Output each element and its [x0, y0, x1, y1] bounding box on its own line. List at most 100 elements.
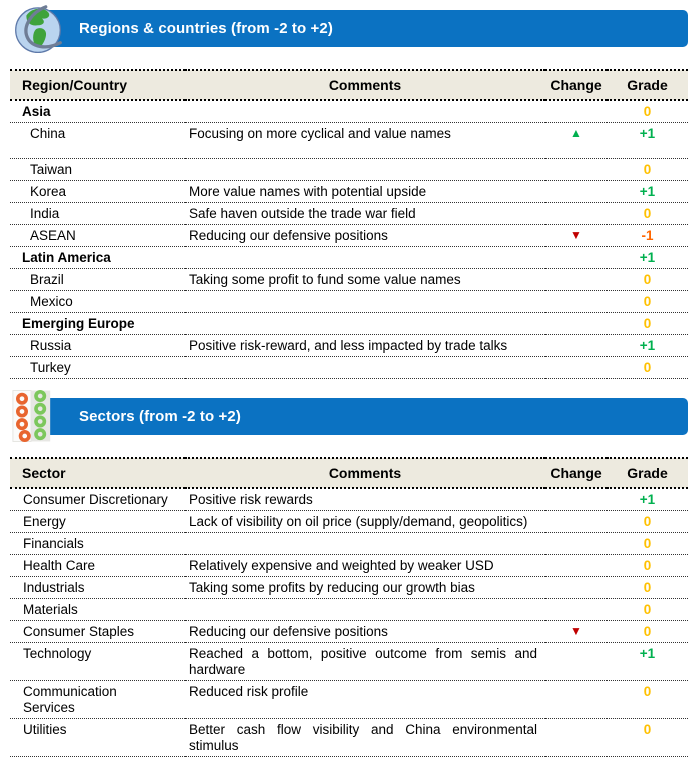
row-change: [545, 488, 607, 511]
row-change: [545, 577, 607, 599]
row-comment: Safe haven outside the trade war field: [189, 206, 416, 221]
row-grade: 0: [643, 602, 652, 617]
row-comment: Taking some profits by reducing our grow…: [189, 580, 475, 595]
row-comment: Better cash flow visibility and China en…: [189, 722, 537, 753]
row-comment: [185, 100, 545, 123]
row-name: Financials: [23, 536, 84, 551]
row-grade: 0: [643, 294, 652, 309]
column-header-comments: Comments: [328, 77, 402, 93]
table-row: Taiwan 0: [10, 159, 688, 181]
row-grade: 0: [643, 162, 652, 177]
row-name: Turkey: [30, 360, 71, 375]
row-name: Technology: [23, 646, 92, 661]
row-comment: Focusing on more cyclical and value name…: [189, 126, 451, 141]
row-change: [545, 247, 607, 269]
table-row: Korea More value names with potential ups…: [10, 181, 688, 203]
row-name: Taiwan: [30, 162, 73, 177]
table-row: Consumer Staples Reducing our defensive p…: [10, 621, 688, 643]
table-row: Communication Services Reduced risk profi…: [10, 681, 688, 719]
row-grade: 0: [643, 514, 652, 529]
table-row: Turkey 0: [10, 357, 688, 379]
sectors-section: Sectors (from -2 to +2): [0, 390, 695, 757]
row-name: Communication Services: [23, 684, 117, 715]
table-row: Mexico 0: [10, 291, 688, 313]
row-comment: Positive risk rewards: [189, 492, 313, 507]
down-triangle-icon: ▼: [570, 624, 582, 638]
dots-icon: [12, 389, 52, 446]
row-grade: +1: [639, 338, 656, 353]
row-name: Consumer Staples: [23, 624, 135, 639]
row-comment: [185, 357, 545, 379]
table-row: Financials 0: [10, 533, 688, 555]
regions-banner-wrap: Regions & countries (from -2 to +2): [10, 5, 688, 54]
row-grade: 0: [643, 624, 652, 639]
row-change: [545, 313, 607, 335]
row-comment: Positive risk-reward, and less impacted …: [189, 338, 508, 353]
row-name: Utilities: [23, 722, 67, 737]
table-header-row: Region/Country Comments Change Grade: [10, 70, 688, 100]
row-comment: Reducing our defensive positions: [189, 228, 388, 243]
table-row: Latin America +1: [10, 247, 688, 269]
column-header-region-country: Region/Country: [22, 77, 127, 93]
row-name: Emerging Europe: [22, 316, 135, 331]
row-grade: 0: [643, 104, 652, 119]
table-row: Technology Reached a bottom, positive out…: [10, 643, 688, 681]
row-comment: [185, 247, 545, 269]
table-row: Industrials Taking some profits by reduci…: [10, 577, 688, 599]
row-name: ASEAN: [30, 228, 76, 243]
row-comment: [185, 313, 545, 335]
row-grade: 0: [643, 272, 652, 287]
row-grade: 0: [643, 206, 652, 221]
table-row: Energy Lack of visibility on oil price (s…: [10, 511, 688, 533]
row-change: [545, 643, 607, 681]
regions-banner: Regions & countries (from -2 to +2): [23, 10, 688, 47]
row-change: [545, 269, 607, 291]
row-grade: 0: [643, 558, 652, 573]
row-name: Industrials: [23, 580, 85, 595]
row-grade: 0: [643, 722, 652, 737]
column-header-comments: Comments: [328, 465, 402, 481]
row-name: Mexico: [30, 294, 73, 309]
row-name: India: [30, 206, 60, 221]
row-name: Latin America: [22, 250, 111, 265]
row-name: Russia: [30, 338, 72, 353]
regions-table: Region/Country Comments Change Grade Asi…: [10, 69, 688, 379]
row-grade: 0: [643, 536, 652, 551]
row-name: China: [30, 126, 66, 141]
sectors-banner-wrap: Sectors (from -2 to +2): [10, 390, 688, 443]
row-grade: 0: [643, 684, 652, 699]
row-grade: +1: [639, 250, 656, 265]
table-row: China Focusing on more cyclical and value…: [10, 123, 688, 159]
table-row: Brazil Taking some profit to fund some va…: [10, 269, 688, 291]
row-change: [545, 181, 607, 203]
table-row: Materials 0: [10, 599, 688, 621]
table-header-row: Sector Comments Change Grade: [10, 458, 688, 488]
column-header-grade: Grade: [627, 465, 668, 481]
globe-icon: [6, 3, 68, 68]
regions-banner-title: Regions & countries (from -2 to +2): [79, 20, 333, 37]
row-change: [545, 291, 607, 313]
column-header-grade: Grade: [627, 77, 668, 93]
sectors-banner-title: Sectors (from -2 to +2): [79, 408, 241, 425]
table-row: Consumer Discretionary Positive risk rewa…: [10, 488, 688, 511]
down-triangle-icon: ▼: [570, 228, 582, 242]
row-comment: More value names with potential upside: [189, 184, 427, 199]
sectors-banner: Sectors (from -2 to +2): [23, 398, 688, 435]
row-grade: +1: [639, 126, 656, 141]
row-comment: [185, 599, 545, 621]
row-change: [545, 357, 607, 379]
row-name: Consumer Discretionary: [23, 492, 168, 507]
column-header-change: Change: [550, 465, 602, 481]
row-comment: Reached a bottom, positive outcome from …: [189, 646, 537, 677]
row-comment: Reduced risk profile: [189, 684, 309, 699]
row-comment: [185, 159, 545, 181]
table-row: India Safe haven outside the trade war fi…: [10, 203, 688, 225]
row-grade: +1: [639, 646, 656, 661]
row-change: [545, 533, 607, 555]
table-row: Emerging Europe 0: [10, 313, 688, 335]
row-change: [545, 719, 607, 757]
row-grade: +1: [639, 492, 656, 507]
column-header-change: Change: [550, 77, 602, 93]
row-grade: +1: [639, 184, 656, 199]
row-name: Korea: [30, 184, 67, 199]
